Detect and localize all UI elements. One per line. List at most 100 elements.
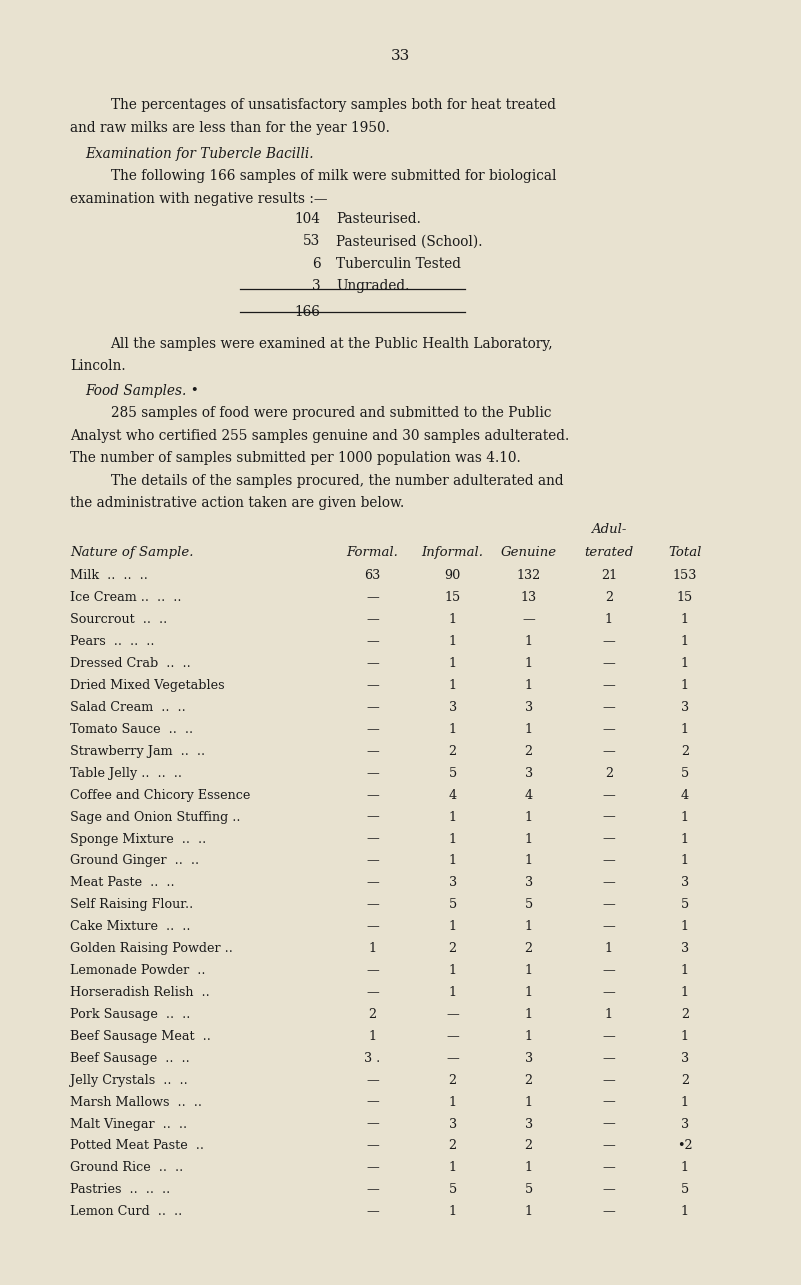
Text: Sage and Onion Stuffing ..: Sage and Onion Stuffing .. — [70, 811, 241, 824]
Text: —: — — [602, 657, 615, 669]
Text: —: — — [602, 833, 615, 846]
Text: The following 166 samples of milk were submitted for biological: The following 166 samples of milk were s… — [111, 170, 556, 184]
Text: 13: 13 — [521, 591, 537, 604]
Text: Dressed Crab  ..  ..: Dressed Crab .. .. — [70, 657, 191, 669]
Text: Dried Mixed Vegetables: Dried Mixed Vegetables — [70, 678, 225, 693]
Text: —: — — [366, 1140, 379, 1153]
Text: The percentages of unsatisfactory samples both for heat treated: The percentages of unsatisfactory sample… — [111, 98, 556, 112]
Text: 53: 53 — [303, 234, 320, 248]
Text: Pasteurised.: Pasteurised. — [336, 212, 421, 226]
Text: —: — — [366, 876, 379, 889]
Text: —: — — [602, 723, 615, 736]
Text: 1: 1 — [681, 1096, 689, 1109]
Text: 1: 1 — [681, 986, 689, 998]
Text: Marsh Mallows  ..  ..: Marsh Mallows .. .. — [70, 1096, 203, 1109]
Text: 1: 1 — [449, 635, 457, 648]
Text: 1: 1 — [681, 920, 689, 933]
Text: Pasteurised (School).: Pasteurised (School). — [336, 234, 483, 248]
Text: 5: 5 — [681, 767, 689, 780]
Text: Total: Total — [668, 546, 702, 559]
Text: —: — — [522, 613, 535, 626]
Text: Beef Sausage Meat  ..: Beef Sausage Meat .. — [70, 1029, 211, 1043]
Text: 104: 104 — [295, 212, 320, 226]
Text: Cake Mixture  ..  ..: Cake Mixture .. .. — [70, 920, 191, 933]
Text: Tuberculin Tested: Tuberculin Tested — [336, 257, 461, 271]
Text: Sourcrout  ..  ..: Sourcrout .. .. — [70, 613, 167, 626]
Text: 1: 1 — [525, 1096, 533, 1109]
Text: —: — — [602, 1051, 615, 1065]
Text: 5: 5 — [681, 898, 689, 911]
Text: —: — — [366, 964, 379, 977]
Text: —: — — [366, 811, 379, 824]
Text: 1: 1 — [525, 986, 533, 998]
Text: Strawberry Jam  ..  ..: Strawberry Jam .. .. — [70, 745, 206, 758]
Text: 1: 1 — [525, 723, 533, 736]
Text: Sponge Mixture  ..  ..: Sponge Mixture .. .. — [70, 833, 207, 846]
Text: 1: 1 — [449, 1205, 457, 1218]
Text: 166: 166 — [295, 305, 320, 319]
Text: 3: 3 — [681, 1118, 689, 1131]
Text: 1: 1 — [681, 1162, 689, 1174]
Text: —: — — [366, 1205, 379, 1218]
Text: 1: 1 — [449, 613, 457, 626]
Text: 2: 2 — [449, 745, 457, 758]
Text: 153: 153 — [673, 569, 697, 582]
Text: —: — — [446, 1051, 459, 1065]
Text: Golden Raising Powder ..: Golden Raising Powder .. — [70, 942, 233, 955]
Text: 4: 4 — [449, 789, 457, 802]
Text: —: — — [366, 986, 379, 998]
Text: Malt Vinegar  ..  ..: Malt Vinegar .. .. — [70, 1118, 187, 1131]
Text: Examination for Tubercle Bacilli.: Examination for Tubercle Bacilli. — [85, 146, 313, 161]
Text: —: — — [446, 1007, 459, 1020]
Text: 1: 1 — [525, 811, 533, 824]
Text: 2: 2 — [681, 745, 689, 758]
Text: —: — — [602, 855, 615, 867]
Text: 1: 1 — [681, 678, 689, 693]
Text: and raw milks are less than for the year 1950.: and raw milks are less than for the year… — [70, 121, 390, 135]
Text: —: — — [446, 1029, 459, 1043]
Text: —: — — [602, 1183, 615, 1196]
Text: Meat Paste  ..  ..: Meat Paste .. .. — [70, 876, 175, 889]
Text: 3: 3 — [449, 876, 457, 889]
Text: 3: 3 — [449, 1118, 457, 1131]
Text: 1: 1 — [681, 1205, 689, 1218]
Text: 1: 1 — [681, 635, 689, 648]
Text: —: — — [366, 833, 379, 846]
Text: —: — — [366, 678, 379, 693]
Text: —: — — [366, 635, 379, 648]
Text: 1: 1 — [368, 942, 376, 955]
Text: —: — — [602, 1140, 615, 1153]
Text: 4: 4 — [681, 789, 689, 802]
Text: Ice Cream ..  ..  ..: Ice Cream .. .. .. — [70, 591, 182, 604]
Text: Informal.: Informal. — [421, 546, 484, 559]
Text: 21: 21 — [601, 569, 617, 582]
Text: 1: 1 — [605, 942, 613, 955]
Text: 1: 1 — [605, 613, 613, 626]
Text: 1: 1 — [449, 811, 457, 824]
Text: 1: 1 — [681, 613, 689, 626]
Text: Lemon Curd  ..  ..: Lemon Curd .. .. — [70, 1205, 183, 1218]
Text: Formal.: Formal. — [347, 546, 398, 559]
Text: Salad Cream  ..  ..: Salad Cream .. .. — [70, 700, 187, 714]
Text: 3: 3 — [525, 876, 533, 889]
Text: Ungraded.: Ungraded. — [336, 279, 410, 293]
Text: 1: 1 — [681, 964, 689, 977]
Text: 1: 1 — [449, 964, 457, 977]
Text: —: — — [602, 1162, 615, 1174]
Text: Horseradish Relish  ..: Horseradish Relish .. — [70, 986, 210, 998]
Text: —: — — [602, 1096, 615, 1109]
Text: 3: 3 — [312, 279, 320, 293]
Text: —: — — [366, 1074, 379, 1087]
Text: —: — — [366, 723, 379, 736]
Text: 2: 2 — [449, 1074, 457, 1087]
Text: 3: 3 — [681, 700, 689, 714]
Text: 1: 1 — [525, 1162, 533, 1174]
Text: 3: 3 — [449, 700, 457, 714]
Text: —: — — [366, 657, 379, 669]
Text: 1: 1 — [449, 1096, 457, 1109]
Text: Lemonade Powder  ..: Lemonade Powder .. — [70, 964, 206, 977]
Text: 1: 1 — [449, 678, 457, 693]
Text: —: — — [602, 789, 615, 802]
Text: —: — — [366, 1162, 379, 1174]
Text: 63: 63 — [364, 569, 380, 582]
